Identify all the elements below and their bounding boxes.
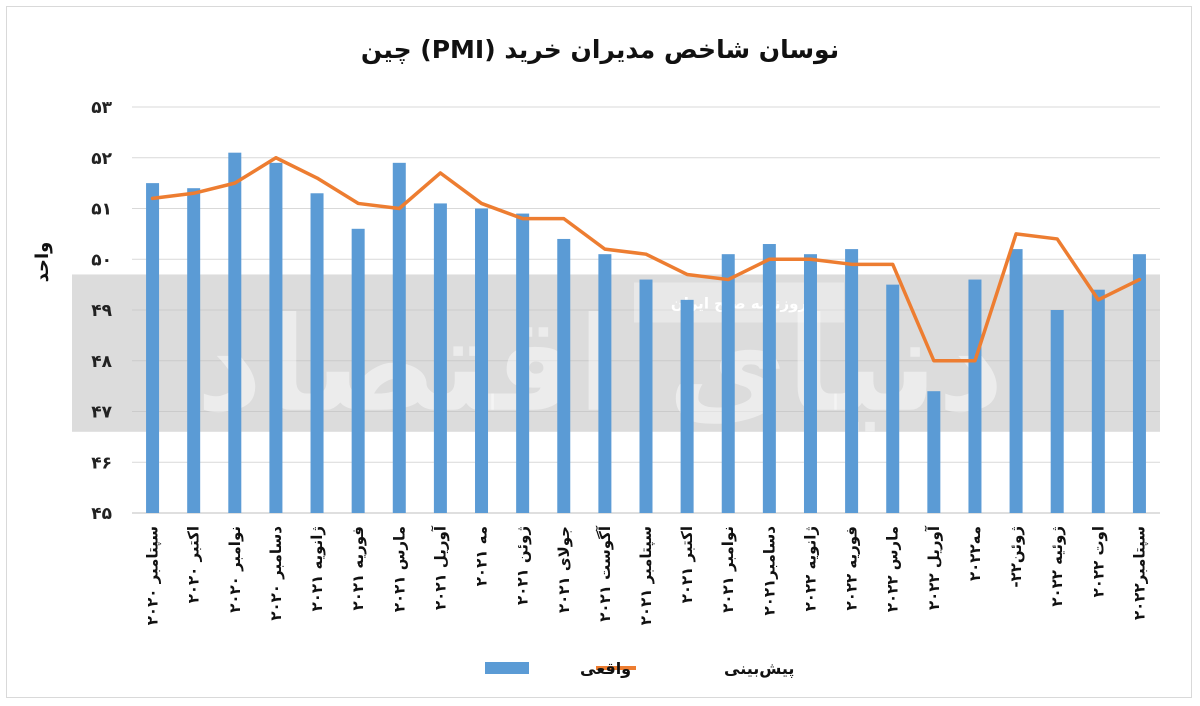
bar-actual bbox=[1091, 289, 1105, 513]
bar-actual bbox=[680, 299, 694, 513]
x-tick-label: سپتامبر۲۰۲۲ bbox=[1130, 526, 1149, 620]
point-forecast bbox=[1096, 298, 1100, 302]
x-tick-label: فوریه ۲۰۲۲ bbox=[843, 526, 861, 610]
x-tick-label: مه ۲۰۲۱ bbox=[473, 526, 491, 586]
line-series bbox=[150, 156, 1142, 363]
bar-actual bbox=[1050, 310, 1064, 513]
bar-actual bbox=[392, 162, 406, 513]
bar-actual bbox=[228, 152, 242, 514]
bar-actual bbox=[351, 228, 365, 514]
point-forecast bbox=[480, 201, 484, 205]
x-tick-label: آوریل ۲۰۲۲ bbox=[925, 525, 943, 610]
bar-actual bbox=[762, 244, 776, 513]
bar-series bbox=[146, 152, 1146, 514]
x-tick-label: اوت ۲۰۲۲ bbox=[1089, 526, 1107, 597]
x-tick-label: جولای ۲۰۲۱ bbox=[555, 526, 573, 613]
x-tick-label: سپتامبر ۲۰۲۰ bbox=[144, 526, 163, 625]
x-tick-label: اکتبر ۲۰۲۱ bbox=[678, 526, 696, 603]
x-tick-label: سپتامبر ۲۰۲۱ bbox=[637, 526, 656, 625]
point-forecast bbox=[356, 201, 360, 205]
point-forecast bbox=[521, 217, 525, 221]
point-forecast bbox=[438, 171, 442, 175]
y-tick-label: ۵۳ bbox=[91, 98, 112, 118]
point-forecast bbox=[685, 272, 689, 276]
x-tick-label: دسامبر۲۰۲۱ bbox=[760, 526, 778, 616]
point-forecast bbox=[274, 156, 278, 160]
bar-actual bbox=[433, 203, 447, 514]
point-forecast bbox=[1014, 232, 1018, 236]
bar-actual bbox=[557, 238, 571, 513]
x-tick-label: دسامبر ۲۰۲۰ bbox=[267, 526, 285, 621]
bar-actual bbox=[475, 208, 489, 513]
bar-actual bbox=[886, 284, 900, 513]
y-tick-label: ۴۸ bbox=[91, 352, 112, 372]
x-tick-label: ژوئن ۲۰۲۱ bbox=[514, 526, 532, 605]
point-forecast bbox=[397, 207, 401, 210]
bar-actual bbox=[968, 279, 982, 513]
x-tick-label: مارس ۲۰۲۱ bbox=[390, 526, 408, 612]
point-forecast bbox=[973, 359, 977, 363]
x-tick-label: ژانویه ۲۰۲۱ bbox=[308, 526, 326, 611]
bar-actual bbox=[516, 213, 530, 513]
chart-title: نوسان شاخص مدیران خرید (PMI) چین bbox=[361, 35, 839, 65]
y-axis-ticks: ۴۵ ۴۶ ۴۷ ۴۸ ۴۹ ۵۰ ۵۱ ۵۲ ۵۳ bbox=[91, 98, 112, 524]
bar-actual bbox=[187, 188, 201, 513]
x-tick-label: ژانویه ۲۰۲۲ bbox=[801, 526, 819, 611]
legend-swatch-actual bbox=[485, 662, 529, 674]
y-tick-label: ۴۵ bbox=[91, 504, 112, 524]
point-forecast bbox=[767, 257, 771, 261]
point-forecast bbox=[891, 262, 895, 266]
bar-actual bbox=[803, 254, 817, 514]
y-tick-label: ۵۰ bbox=[91, 250, 112, 270]
x-tick-label: نوامبر ۲۰۲۱ bbox=[719, 526, 737, 613]
x-tick-label: مه۲۰۲۲ bbox=[966, 526, 984, 581]
y-axis-label: واحد bbox=[32, 242, 53, 283]
y-tick-label: ۴۶ bbox=[91, 453, 112, 473]
x-axis-ticks: سپتامبر ۲۰۲۰ اکتبر ۲۰۲۰ نوامبر ۲۰۲۰ دسامبر … bbox=[144, 525, 1150, 625]
bar-actual bbox=[721, 254, 735, 514]
legend: پیش‌بینی واقعی bbox=[485, 659, 794, 679]
point-forecast bbox=[1137, 278, 1141, 282]
bar-actual bbox=[269, 162, 283, 513]
point-forecast bbox=[192, 191, 196, 195]
bar-actual bbox=[598, 254, 612, 514]
x-tick-label: نوامبر ۲۰۲۰ bbox=[226, 526, 244, 613]
y-tick-label: ۵۲ bbox=[91, 149, 112, 169]
bar-actual bbox=[639, 279, 653, 513]
y-tick-label: ۴۹ bbox=[91, 301, 112, 321]
x-tick-label: ژوئن۲۲- bbox=[1007, 526, 1025, 588]
point-forecast bbox=[562, 217, 566, 221]
point-forecast bbox=[315, 176, 319, 180]
bar-actual bbox=[927, 391, 941, 513]
point-forecast bbox=[151, 196, 155, 200]
y-tick-label: ۴۷ bbox=[91, 403, 112, 423]
point-forecast bbox=[932, 359, 936, 363]
point-forecast bbox=[603, 247, 607, 251]
x-tick-label: مارس ۲۰۲۲ bbox=[884, 526, 902, 612]
point-forecast bbox=[850, 262, 854, 266]
point-forecast bbox=[726, 278, 730, 282]
bar-actual bbox=[1132, 254, 1146, 514]
x-tick-label: آوریل ۲۰۲۱ bbox=[431, 525, 449, 610]
point-forecast bbox=[233, 181, 237, 185]
point-forecast bbox=[1055, 237, 1059, 241]
legend-label-forecast: پیش‌بینی bbox=[724, 659, 794, 679]
bar-actual bbox=[146, 183, 160, 513]
bar-actual bbox=[310, 193, 324, 513]
x-tick-label: آگوست ۲۰۲۱ bbox=[596, 525, 614, 622]
bar-actual bbox=[845, 249, 859, 513]
point-forecast bbox=[644, 252, 648, 256]
legend-label-actual: واقعی bbox=[580, 659, 631, 678]
x-tick-label: اکتبر ۲۰۲۰ bbox=[185, 526, 203, 603]
bar-actual bbox=[1009, 249, 1023, 513]
x-tick-label: فوریه ۲۰۲۱ bbox=[349, 526, 367, 610]
x-tick-label: ژوئیه ۲۰۲۲ bbox=[1048, 526, 1066, 607]
point-forecast bbox=[808, 257, 812, 261]
y-tick-label: ۵۱ bbox=[91, 200, 112, 220]
